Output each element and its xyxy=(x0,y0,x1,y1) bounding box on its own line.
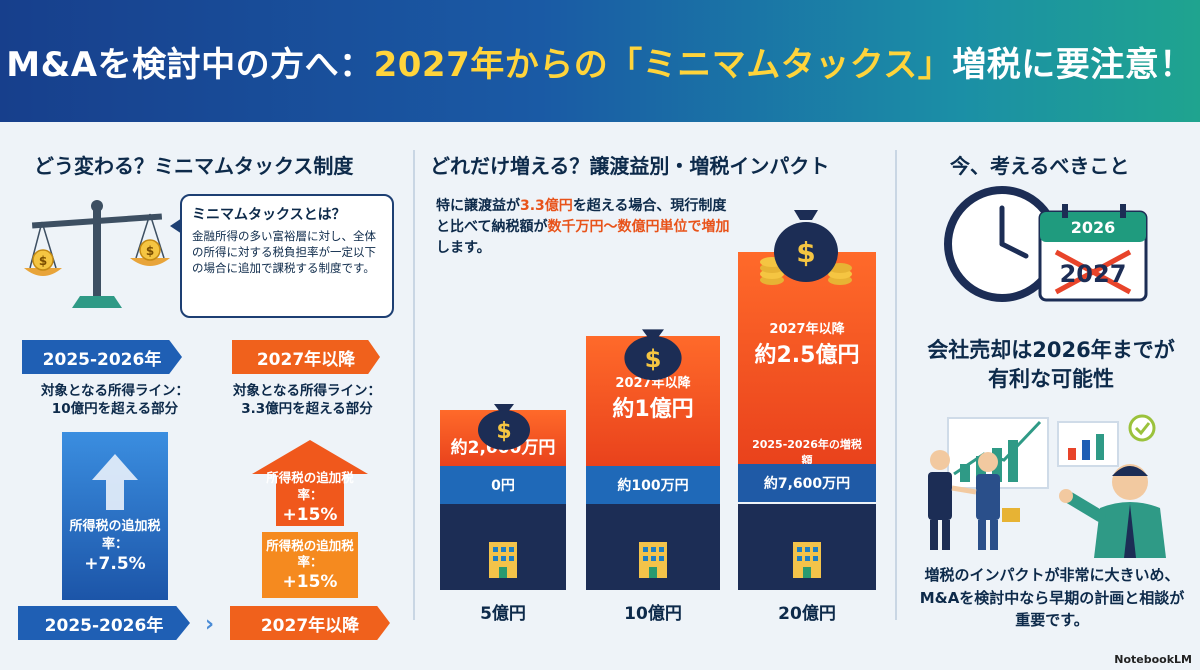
building-icon xyxy=(489,542,517,578)
panel-tax-impact: どれだけ増える？譲渡益別・増税インパクト 特に譲渡益が3.3億円を超える場合、現… xyxy=(420,128,890,628)
intro-emphasis: 3.3億円 xyxy=(520,198,573,214)
brand-watermark: NotebookLM xyxy=(1114,653,1192,666)
bar-base xyxy=(440,504,566,590)
income-line-value: 3.3億円を超える部分 xyxy=(241,401,373,418)
impact-intro: 特に譲渡益が3.3億円を超える場合、現行制度と比べて納税額が数千万円〜数億円単位… xyxy=(436,196,736,259)
section-title-system: どう変わる？ミニマムタックス制度 xyxy=(34,154,354,178)
conclusion-text: 会社売却は2026年までが有利な可能性 xyxy=(927,338,1175,392)
panel-system-change: どう変わる？ミニマムタックス制度 $ $ ミニマムタックスとは？ 金融所得の多い… xyxy=(0,128,410,640)
bottom-tag-2025-2026: 2025-2026年 xyxy=(18,606,190,640)
rate-label: 所得税の追加税率： xyxy=(266,538,354,570)
advice-text: 増税のインパクトが非常に大きいめ、M&Aを検討中なら早期の計画と相談が重要です。 xyxy=(919,566,1185,629)
intro-text: します。 xyxy=(436,240,491,256)
title-highlight: 2027年からの「ミニマムタックス」 xyxy=(373,44,953,85)
bar-top-value: 約1億円 xyxy=(612,397,694,422)
page-title: M&Aを検討中の方へ：2027年からの「ミニマムタックス」増税に要注意！ xyxy=(6,37,1193,86)
income-line-label: 対象となる所得ライン： xyxy=(40,383,190,399)
bubble-body: 金融所得の多い富裕層に対し、全体の所得に対する税負担率が一定以下の場合に追加で課… xyxy=(192,229,376,276)
bubble-title: ミニマムタックスとは？ xyxy=(192,207,346,223)
impact-bar-20oku: 2027年以降 約2.5億円 2025-2026年の増税額 約7,600万円 xyxy=(738,252,876,590)
income-line-value: 10億円を超える部分 xyxy=(51,401,179,418)
money-bag-icon: $ xyxy=(478,404,530,450)
clock-calendar-icon xyxy=(944,186,1148,302)
rate-value: +15% xyxy=(282,572,338,592)
divider-right xyxy=(895,150,897,620)
upper-rate: 所得税の追加税率： +15% xyxy=(262,470,358,527)
bar-mid-value: 約7,600万円 xyxy=(738,464,876,502)
rate-value: +15% xyxy=(282,504,338,525)
rate-column-2025: 所得税の追加税率： +7.5% xyxy=(62,432,168,600)
building-icon xyxy=(793,542,821,578)
svg-text:$: $ xyxy=(146,244,154,258)
title-part-1: M&Aを検討中の方へ： xyxy=(6,44,374,85)
bar-mid-value: 0円 xyxy=(440,466,566,504)
impact-bar-10oku: 2027年以降 約1億円 約100万円 xyxy=(586,336,720,590)
rate-value: +7.5% xyxy=(84,554,146,574)
svg-text:$: $ xyxy=(39,254,47,268)
balance-scale-icon: $ $ xyxy=(24,200,170,308)
bar-category-label: 10億円 xyxy=(624,604,682,624)
bar-mid-label: 2025-2026年の増税額 xyxy=(752,438,862,467)
title-part-3: 増税に要注意！ xyxy=(952,44,1194,85)
bar-category-label: 20億円 xyxy=(778,604,836,624)
bar-mid-value: 約100万円 xyxy=(586,466,720,504)
svg-text:$: $ xyxy=(645,345,662,373)
intro-text: を超える場合、現行制度と比べて納税額が xyxy=(436,198,727,235)
section-title-impact: どれだけ増える？譲渡益別・増税インパクト xyxy=(430,154,830,178)
money-bag-icon: $ xyxy=(624,329,682,380)
money-bag-with-coins-icon: $ xyxy=(760,210,852,285)
section-title-consider: 今、考えるべきこと xyxy=(950,154,1130,178)
chevron-right-icon: › xyxy=(205,612,215,637)
svg-text:$: $ xyxy=(796,236,815,269)
building-icon xyxy=(639,542,667,578)
bar-top-label: 2027年以降 xyxy=(769,322,845,337)
intro-emphasis: 数千万円〜数億円単位で増加 xyxy=(547,219,730,235)
bar-base xyxy=(738,504,876,590)
bar-top: 2027年以降 約2.5億円 xyxy=(738,252,876,464)
bar-top: 2027年以降 約1億円 xyxy=(586,336,720,466)
panel-what-to-consider: 今、考えるべきこと 2026 2027 会社売却は2026年までが有利な可能性 xyxy=(900,128,1200,629)
header-banner: M&Aを検討中の方へ：2027年からの「ミニマムタックス」増税に要注意！ xyxy=(0,0,1200,122)
income-line-2027: 対象となる所得ライン： 3.3億円を超える部分 xyxy=(212,382,402,418)
calendar-new-year: 2026 xyxy=(1070,218,1116,237)
up-arrow-icon xyxy=(92,454,138,510)
bar-top-label: 2027年以降 xyxy=(615,376,691,391)
income-line-label: 対象となる所得ライン： xyxy=(232,383,382,399)
lower-rate-box: 所得税の追加税率： +15% xyxy=(262,532,358,598)
svg-text:$: $ xyxy=(496,419,511,444)
divider-left xyxy=(413,150,415,620)
upper-orange-arrow xyxy=(252,440,368,526)
tag-2025-2026: 2025-2026年 xyxy=(22,340,182,374)
income-line-2025: 対象となる所得ライン： 10億円を超える部分 xyxy=(20,382,210,418)
intro-text: 特に譲渡益が xyxy=(436,198,520,214)
definition-bubble: ミニマムタックスとは？ 金融所得の多い富裕層に対し、全体の所得に対する税負担率が… xyxy=(170,194,394,318)
bar-base xyxy=(586,504,720,590)
bar-category-label: 5億円 xyxy=(480,604,526,624)
business-deal-illustration xyxy=(928,414,1166,558)
tag-2027-onward: 2027年以降 xyxy=(232,340,380,374)
rate-label: 所得税の追加税率： xyxy=(266,470,354,502)
bottom-tag-2027: 2027年以降 xyxy=(230,606,390,640)
calendar-old-year: 2027 xyxy=(1059,260,1127,288)
bar-top-value: 約2.5億円 xyxy=(754,343,860,368)
rate-label: 所得税の追加税率： xyxy=(69,519,161,552)
